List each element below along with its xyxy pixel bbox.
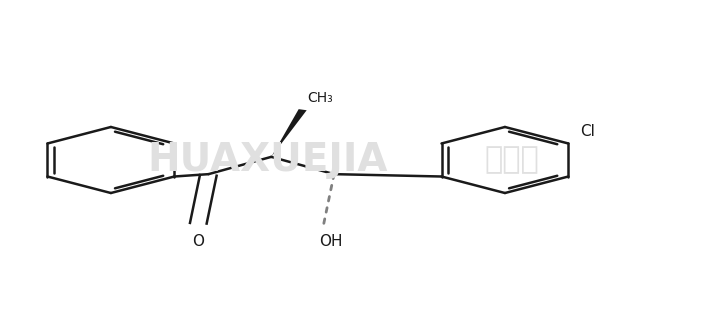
Polygon shape <box>271 109 307 157</box>
Text: HUAXUEJIA: HUAXUEJIA <box>148 141 388 179</box>
Text: O: O <box>192 234 204 249</box>
Text: Cl: Cl <box>581 124 595 139</box>
Text: 化学加: 化学加 <box>484 146 539 174</box>
Text: CH₃: CH₃ <box>307 91 333 105</box>
Text: OH: OH <box>319 234 342 249</box>
